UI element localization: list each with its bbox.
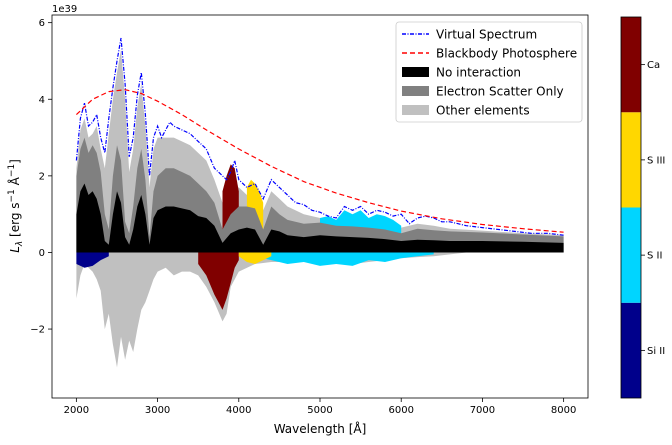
area-no-interaction xyxy=(76,183,564,253)
y-tick-label: −2 xyxy=(30,325,45,336)
x-tick-label: 7000 xyxy=(470,405,495,416)
negative-stack xyxy=(76,252,467,368)
legend-label: Virtual Spectrum xyxy=(436,28,537,42)
area-absorbed-negative xyxy=(76,252,467,368)
legend-swatch xyxy=(402,86,429,96)
colorbar-segment-s-ii xyxy=(621,207,641,303)
legend-item-other-elements: Other elements xyxy=(402,104,530,118)
colorbar-segment-s-iii xyxy=(621,112,641,208)
colorbar-segment-si-ii xyxy=(621,302,641,398)
x-tick-label: 8000 xyxy=(551,405,576,416)
legend-label: Blackbody Photosphere xyxy=(436,47,577,61)
x-tick-label: 3000 xyxy=(145,405,170,416)
area-s-ii-negative xyxy=(255,252,434,266)
x-tick-label: 2000 xyxy=(64,405,89,416)
legend: Virtual Spectrum Blackbody Photosphere No … xyxy=(395,21,583,123)
y-tick-label: 2 xyxy=(39,171,45,182)
legend-label: Other elements xyxy=(436,104,530,118)
y-axis-label: Lλ [erg s−1 Å−1] xyxy=(7,159,25,253)
area-s-iii-negative xyxy=(238,252,272,264)
x-axis-ticks: 2000 3000 4000 5000 6000 7000 8000 xyxy=(64,398,576,416)
legend-item-electron-scatter-only: Electron Scatter Only xyxy=(402,85,564,99)
x-tick-label: 6000 xyxy=(388,405,413,416)
legend-frame xyxy=(395,21,583,123)
y-tick-label: 0 xyxy=(39,248,45,259)
y-axis-ticks: −2 0 2 4 6 xyxy=(30,18,52,336)
legend-swatch xyxy=(402,67,429,77)
legend-label: No interaction xyxy=(436,66,521,80)
line-blackbody-photosphere xyxy=(75,89,564,233)
colorbar-segment-ca xyxy=(621,17,641,113)
positive-stack xyxy=(76,49,564,253)
legend-item-no-interaction: No interaction xyxy=(402,66,521,80)
area-si-ii-negative xyxy=(76,252,109,268)
x-tick-label: 4000 xyxy=(226,405,251,416)
colorbar-label: Si II xyxy=(647,346,665,357)
colorbar-label: S III xyxy=(647,155,665,166)
y-tick-label: 6 xyxy=(39,18,45,29)
area-ca-negative xyxy=(198,252,239,310)
colorbar-label: S II xyxy=(647,251,662,262)
y-tick-label: 4 xyxy=(39,95,45,106)
legend-label: Electron Scatter Only xyxy=(436,85,564,99)
colorbar-frame xyxy=(620,16,642,399)
lines xyxy=(75,37,564,236)
x-axis-label: Wavelength [Å] xyxy=(274,421,367,436)
offset-text: 1e39 xyxy=(52,4,77,15)
line-virtual-spectrum xyxy=(75,37,564,236)
colorbar: Si II S II S III Ca xyxy=(620,16,665,399)
x-tick-label: 5000 xyxy=(307,405,332,416)
legend-item-blackbody-photosphere: Blackbody Photosphere xyxy=(402,47,577,61)
colorbar-label: Ca xyxy=(647,60,660,71)
legend-swatch xyxy=(402,105,429,115)
legend-item-virtual-spectrum: Virtual Spectrum xyxy=(402,28,537,42)
